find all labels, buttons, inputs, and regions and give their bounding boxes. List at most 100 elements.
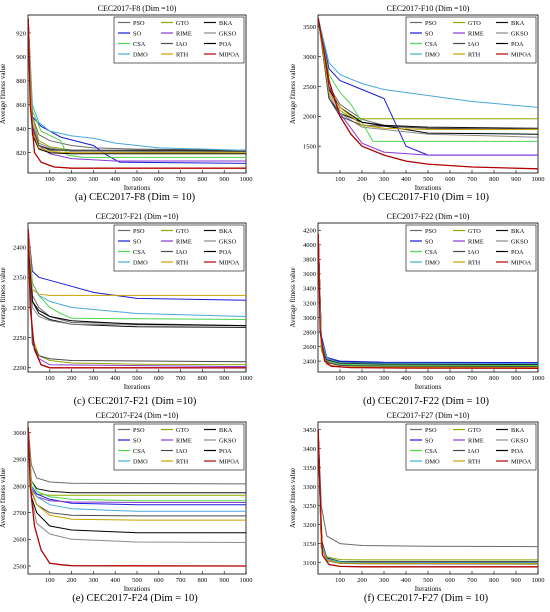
x-tick-label: 1000	[240, 375, 253, 382]
legend-label-poa: POA	[219, 448, 232, 455]
legend-label-dmo: DMO	[133, 52, 148, 59]
series-line-poa	[28, 228, 246, 327]
series-group	[28, 228, 246, 369]
legend-label-so: SO	[425, 31, 434, 38]
y-tick-label: 3300	[303, 484, 316, 491]
x-axis-label: Iterations	[415, 585, 442, 593]
x-tick-label: 300	[89, 176, 99, 183]
series-line-iao	[318, 17, 538, 130]
series-line-so	[318, 17, 538, 156]
series-group	[28, 18, 246, 169]
legend: PSO GTO BKA SO RIME GKSO CSA IAO POA DMO RTH MIPOA	[405, 16, 537, 64]
legend-label-gkso: GKSO	[219, 31, 237, 38]
legend-label-iao: IAO	[176, 41, 188, 48]
x-tick-label: 300	[89, 375, 99, 382]
y-tick-label: 2800	[13, 483, 26, 490]
legend-box	[113, 224, 245, 272]
x-tick-label: 500	[132, 577, 142, 584]
legend-label-rime: RIME	[176, 31, 192, 38]
x-tick-label: 1000	[240, 577, 253, 584]
legend-label-so: SO	[133, 31, 142, 38]
x-tick-label: 300	[379, 176, 389, 183]
x-tick-label: 400	[110, 375, 120, 382]
y-tick-label: 4000	[303, 242, 316, 249]
legend: PSO GTO BKA SO RIME GKSO CSA IAO POA DMO RTH MIPOA	[405, 224, 537, 272]
x-tick-label: 100	[335, 176, 345, 183]
x-tick-label: 300	[379, 375, 389, 382]
legend-label-rime: RIME	[468, 239, 484, 246]
legend-label-iao: IAO	[468, 249, 480, 256]
y-tick-label: 2800	[303, 329, 316, 336]
x-tick-label: 400	[401, 577, 411, 584]
x-tick-label: 100	[335, 375, 345, 382]
x-tick-label: 600	[445, 375, 455, 382]
x-tick-label: 900	[219, 375, 229, 382]
series-line-rime	[318, 17, 538, 156]
y-tick-label: 900	[16, 54, 26, 61]
legend-label-bka: BKA	[511, 427, 525, 434]
x-tick-label: 100	[335, 577, 345, 584]
chart-f10: CEC2017-F10 (Dim =10) 100 200 300 400 500 600 7…	[289, 4, 545, 203]
legend-label-gkso: GKSO	[511, 438, 529, 445]
y-tick-label: 2600	[303, 344, 316, 351]
x-tick-label: 200	[67, 176, 77, 183]
legend-label-gkso: GKSO	[219, 239, 237, 246]
panel-caption: (a) CEC2017-F8 (Dim = 10)	[75, 192, 196, 203]
legend-label-so: SO	[133, 239, 142, 246]
chart-f21: CEC2017-F21 (Dim =10) 100 200 300 400 500 600 7…	[0, 212, 253, 407]
legend-label-dmo: DMO	[425, 260, 440, 267]
legend-label-csa: CSA	[133, 448, 146, 455]
y-tick-label: 840	[16, 126, 26, 133]
panel-caption: (c) CEC2017-F21 (Dim =10)	[74, 396, 197, 407]
series-line-csa	[318, 17, 538, 142]
y-tick-label: 3000	[303, 54, 316, 61]
x-tick-label: 800	[489, 375, 499, 382]
y-tick-label: 3100	[303, 560, 316, 567]
y-tick-label: 3000	[303, 315, 316, 322]
legend-label-dmo: DMO	[425, 52, 440, 59]
x-tick-label: 800	[198, 577, 208, 584]
x-tick-label: 300	[379, 577, 389, 584]
y-tick-label: 1500	[303, 143, 316, 150]
x-tick-label: 600	[445, 577, 455, 584]
legend-box	[113, 16, 245, 64]
x-axis-label: Iterations	[124, 383, 151, 391]
series-group	[318, 233, 538, 369]
legend-label-gkso: GKSO	[219, 438, 237, 445]
x-tick-label: 100	[45, 375, 55, 382]
x-tick-label: 900	[219, 176, 229, 183]
legend: PSO GTO BKA SO RIME GKSO CSA IAO POA DMO RTH MIPOA	[405, 423, 537, 471]
y-tick-label: 860	[16, 102, 26, 109]
series-line-pso	[28, 427, 246, 485]
chart-title: CEC2017-F21 (Dim =10)	[96, 212, 179, 221]
x-axis-label: Iterations	[415, 383, 442, 391]
y-tick-label: 880	[16, 78, 26, 85]
series-group	[318, 429, 538, 568]
legend-label-mipoa: MIPOA	[219, 260, 240, 267]
x-tick-label: 400	[401, 375, 411, 382]
x-tick-label: 400	[110, 176, 120, 183]
legend-label-gto: GTO	[176, 20, 189, 27]
legend-label-rth: RTH	[468, 260, 481, 267]
y-tick-label: 2250	[13, 335, 26, 342]
x-tick-label: 200	[67, 375, 77, 382]
x-tick-label: 200	[67, 577, 77, 584]
x-tick-label: 100	[45, 176, 55, 183]
x-tick-label: 100	[45, 577, 55, 584]
panel-caption: (d) CEC2017-F22 (Dim = 10)	[363, 396, 490, 407]
y-tick-label: 2500	[303, 84, 316, 91]
y-axis-label: Average fitness value	[0, 64, 7, 124]
y-tick-label: 3350	[303, 465, 316, 472]
y-tick-label: 3000	[13, 430, 26, 437]
legend-label-bka: BKA	[219, 427, 233, 434]
legend-label-rime: RIME	[468, 31, 484, 38]
legend-label-poa: POA	[511, 249, 524, 256]
legend-label-gto: GTO	[468, 228, 481, 235]
x-tick-label: 600	[445, 176, 455, 183]
y-axis-label: Average fitness value	[289, 468, 297, 528]
legend-box	[405, 224, 537, 272]
legend-label-csa: CSA	[133, 249, 146, 256]
panel-caption: (e) CEC2017-F24 (Dim = 10)	[72, 593, 198, 604]
legend-label-rth: RTH	[176, 52, 189, 59]
legend-label-poa: POA	[219, 249, 232, 256]
